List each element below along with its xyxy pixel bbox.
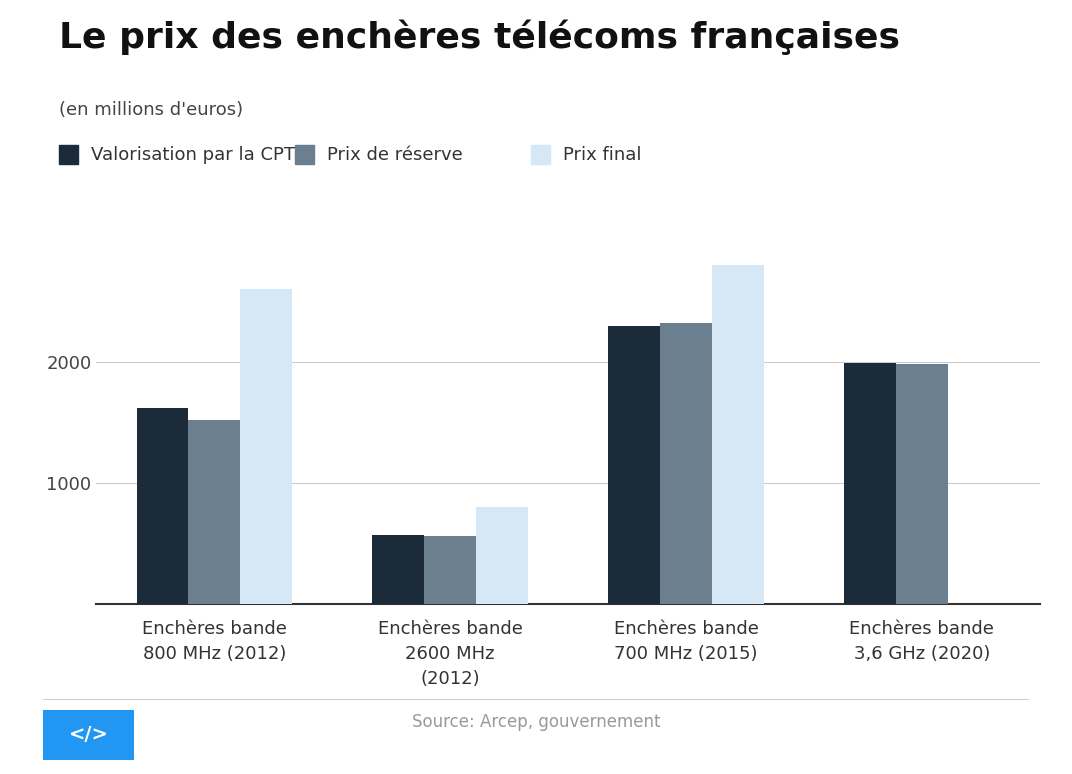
Bar xyxy=(189,420,240,604)
Bar xyxy=(608,326,660,604)
Bar xyxy=(896,365,948,604)
Text: Prix de réserve: Prix de réserve xyxy=(327,146,463,164)
Bar xyxy=(425,536,476,604)
Bar xyxy=(712,265,764,604)
Bar xyxy=(844,363,896,604)
Text: Le prix des enchères télécoms françaises: Le prix des enchères télécoms françaises xyxy=(59,19,900,55)
Text: </>: </> xyxy=(69,725,108,745)
Text: Source: Arcep, gouvernement: Source: Arcep, gouvernement xyxy=(412,714,660,731)
Bar xyxy=(660,324,712,604)
Bar xyxy=(240,289,293,604)
Text: Valorisation par la CPT: Valorisation par la CPT xyxy=(91,146,295,164)
Bar xyxy=(476,507,528,604)
Text: Prix final: Prix final xyxy=(563,146,641,164)
Bar xyxy=(136,408,189,604)
Text: (en millions d'euros): (en millions d'euros) xyxy=(59,101,243,118)
Bar xyxy=(372,535,425,604)
